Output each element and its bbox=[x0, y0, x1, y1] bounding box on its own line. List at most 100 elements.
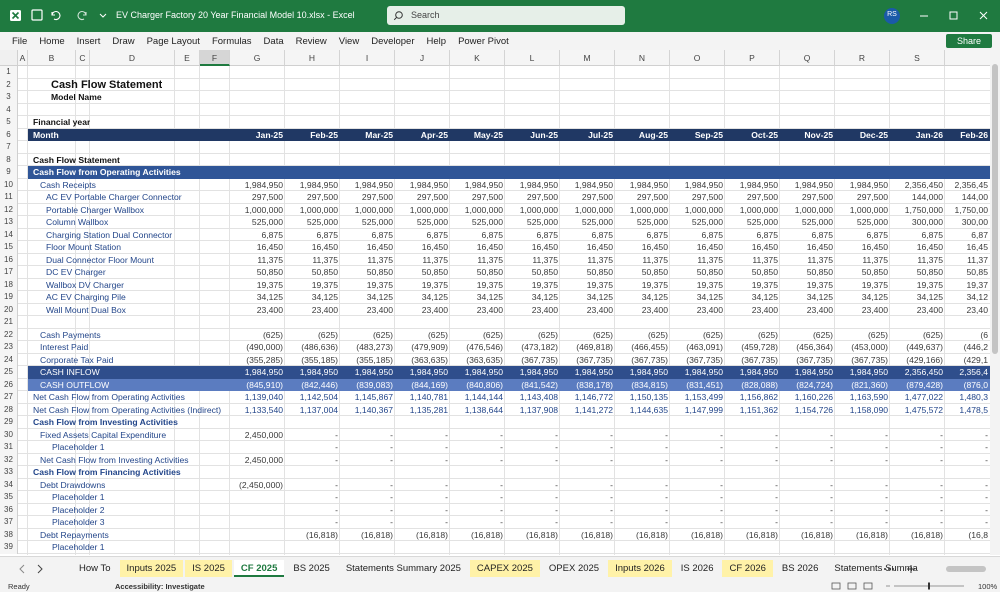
quick-access-menu[interactable] bbox=[99, 13, 107, 18]
row-header[interactable]: 17 bbox=[0, 266, 18, 279]
page-layout-view[interactable] bbox=[847, 582, 857, 590]
column-header[interactable]: Q bbox=[780, 50, 835, 66]
undo-icon[interactable] bbox=[51, 11, 61, 21]
sheet-tab[interactable]: CAPEX 2025 bbox=[469, 560, 540, 577]
close-button[interactable] bbox=[979, 11, 988, 20]
ribbon-tab[interactable]: Data bbox=[263, 35, 284, 47]
column-header[interactable]: R bbox=[835, 50, 890, 66]
redo-icon[interactable] bbox=[77, 11, 87, 21]
row-header[interactable]: 8 bbox=[0, 153, 18, 166]
tab-next[interactable] bbox=[37, 564, 43, 574]
column-header[interactable]: T bbox=[945, 50, 990, 66]
column-header[interactable]: M bbox=[560, 50, 615, 66]
scroll-thumb[interactable] bbox=[992, 64, 998, 354]
column-header[interactable]: B bbox=[28, 50, 76, 66]
column-header[interactable]: I bbox=[340, 50, 395, 66]
sheet-tab[interactable]: CF 2026 bbox=[722, 560, 773, 577]
ribbon-tab[interactable]: Developer bbox=[371, 35, 415, 47]
ribbon-tab[interactable]: View bbox=[338, 35, 360, 47]
ribbon-tab[interactable]: Review bbox=[295, 35, 327, 47]
horizontal-scroll-thumb[interactable] bbox=[946, 566, 986, 572]
share-button[interactable]: Share bbox=[946, 34, 992, 48]
sheet-tab[interactable]: BS 2026 bbox=[781, 563, 819, 574]
row-header[interactable]: 11 bbox=[0, 191, 18, 204]
sheet-tab[interactable]: CF 2025 bbox=[233, 560, 285, 577]
row-header[interactable]: 10 bbox=[0, 178, 18, 191]
row-header[interactable]: 3 bbox=[0, 91, 18, 104]
ribbon-tab[interactable]: Help bbox=[426, 35, 447, 47]
column-header[interactable]: N bbox=[615, 50, 670, 66]
sheet-tab[interactable]: OPEX 2025 bbox=[548, 563, 600, 574]
row-header[interactable]: 23 bbox=[0, 341, 18, 354]
ribbon-tab[interactable]: Formulas bbox=[211, 35, 252, 47]
row-header[interactable]: 32 bbox=[0, 453, 18, 466]
row-header[interactable]: 26 bbox=[0, 378, 18, 391]
row-header[interactable]: 18 bbox=[0, 278, 18, 291]
sheet-tab[interactable]: BS 2025 bbox=[293, 563, 330, 574]
zoom-level[interactable]: 100% bbox=[978, 582, 998, 591]
row-header[interactable]: 27 bbox=[0, 391, 18, 404]
column-header[interactable]: A bbox=[18, 50, 28, 66]
row-header[interactable]: 30 bbox=[0, 428, 18, 441]
row-header[interactable]: 2 bbox=[0, 78, 18, 91]
sheet-tab[interactable]: Inputs 2026 bbox=[608, 560, 672, 577]
row-header[interactable]: 37 bbox=[0, 516, 18, 529]
column-header[interactable]: K bbox=[450, 50, 505, 66]
user-initials[interactable]: RS bbox=[887, 11, 897, 18]
accessibility-status[interactable]: Accessibility: Investigate bbox=[115, 582, 205, 591]
page-break-view[interactable] bbox=[863, 582, 873, 590]
row-header[interactable]: 4 bbox=[0, 103, 18, 116]
ribbon-tab[interactable]: Home bbox=[39, 35, 65, 47]
row-header[interactable]: 25 bbox=[0, 366, 18, 379]
row-header[interactable]: 34 bbox=[0, 478, 18, 491]
row-header[interactable]: 6 bbox=[0, 128, 18, 141]
row-header[interactable]: 28 bbox=[0, 403, 18, 416]
column-header[interactable]: D bbox=[90, 50, 175, 66]
row-header[interactable]: 24 bbox=[0, 353, 18, 366]
column-header[interactable]: O bbox=[670, 50, 725, 66]
column-header[interactable]: C bbox=[76, 50, 90, 66]
row-header[interactable]: 15 bbox=[0, 241, 18, 254]
sheet-tab[interactable]: Statements Summa bbox=[834, 563, 918, 574]
ribbon-tab[interactable]: Power Pivot bbox=[458, 35, 509, 47]
row-header[interactable]: 19 bbox=[0, 291, 18, 304]
ribbon-tab[interactable]: Insert bbox=[76, 35, 101, 47]
column-header[interactable]: P bbox=[725, 50, 780, 66]
row-header[interactable]: 38 bbox=[0, 528, 18, 541]
search-placeholder[interactable]: Search bbox=[411, 10, 440, 20]
row-header[interactable]: 9 bbox=[0, 166, 18, 179]
sheet-tab[interactable]: IS 2025 bbox=[185, 560, 232, 577]
column-header[interactable]: H bbox=[285, 50, 340, 66]
column-header[interactable]: E bbox=[175, 50, 200, 66]
column-header[interactable]: S bbox=[890, 50, 945, 66]
sheet-tab[interactable]: IS 2026 bbox=[680, 563, 714, 574]
sheet-tab[interactable]: How To bbox=[79, 563, 111, 574]
normal-view[interactable] bbox=[831, 582, 841, 590]
more-tabs[interactable] bbox=[884, 568, 886, 570]
sheet-tab[interactable]: Statements Summary 2025 bbox=[345, 563, 461, 574]
row-header[interactable]: 36 bbox=[0, 503, 18, 516]
restore-button[interactable] bbox=[949, 11, 958, 20]
row-header[interactable]: 33 bbox=[0, 466, 18, 479]
tab-prev[interactable] bbox=[19, 564, 25, 574]
column-header[interactable]: J bbox=[395, 50, 450, 66]
row-header[interactable]: 12 bbox=[0, 203, 18, 216]
row-header[interactable]: 21 bbox=[0, 316, 18, 329]
row-header[interactable]: 7 bbox=[0, 141, 18, 154]
zoom-thumb[interactable] bbox=[928, 582, 930, 590]
row-header[interactable]: 16 bbox=[0, 253, 18, 266]
add-sheet[interactable] bbox=[907, 565, 915, 573]
row-header[interactable]: 13 bbox=[0, 216, 18, 229]
row-header[interactable]: 39 bbox=[0, 541, 18, 554]
row-header[interactable]: 31 bbox=[0, 441, 18, 454]
row-header[interactable]: 5 bbox=[0, 116, 18, 129]
search-box[interactable] bbox=[387, 6, 625, 25]
row-header[interactable]: 1 bbox=[0, 66, 18, 79]
vertical-scrollbar[interactable] bbox=[990, 50, 1000, 555]
column-header[interactable]: L bbox=[505, 50, 560, 66]
user-avatar[interactable] bbox=[884, 8, 900, 24]
column-header[interactable]: G bbox=[230, 50, 285, 66]
ribbon-tab[interactable]: File bbox=[12, 35, 28, 47]
row-header[interactable]: 20 bbox=[0, 303, 18, 316]
sheet-tab[interactable]: Inputs 2025 bbox=[119, 560, 184, 577]
